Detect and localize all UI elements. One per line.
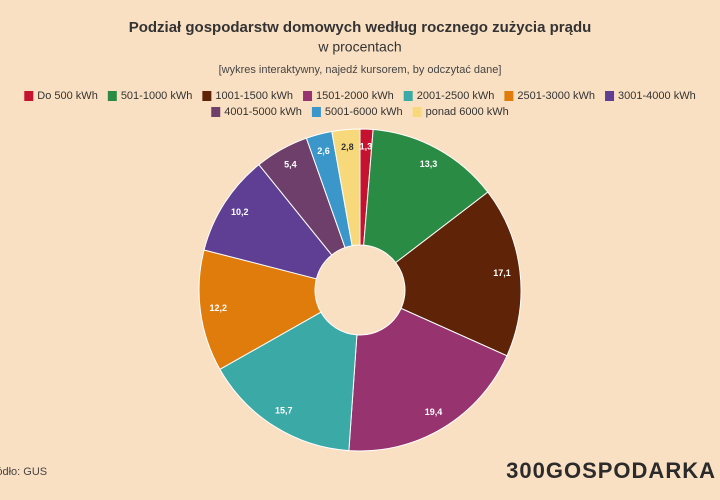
chart-title: Podział gospodarstw domowych według rocz… — [129, 19, 592, 36]
legend-swatch — [211, 107, 221, 117]
legend-swatch — [504, 91, 514, 101]
legend-swatch — [605, 91, 615, 101]
data-label: 17,1 — [493, 268, 511, 278]
data-label: 15,7 — [275, 405, 293, 415]
data-label: 5,4 — [284, 159, 297, 169]
data-label: 13,3 — [420, 159, 438, 169]
legend-swatch — [303, 91, 313, 101]
legend-label: 501-1000 kWh — [121, 90, 193, 102]
legend-swatch — [403, 91, 413, 101]
legend-swatch — [24, 91, 34, 101]
legend-row: 4001-5000 kWh 5001-6000 kWh ponad 6000 kWh — [211, 106, 509, 118]
data-label: 10,2 — [231, 207, 249, 217]
data-label: 1,3 — [360, 141, 373, 151]
source: Źródło: GUS — [0, 465, 47, 478]
legend-swatch — [412, 107, 422, 117]
legend-swatch — [311, 107, 321, 117]
legend-label: Do 500 kWh — [37, 90, 98, 102]
slice — [395, 191, 522, 357]
chart-subtitle: w procentach — [317, 39, 401, 55]
logo: 300GOSPODARKA — [506, 458, 716, 483]
legend-label: 3001-4000 kWh — [618, 90, 696, 102]
legend-label: 4001-5000 kWh — [224, 106, 302, 118]
legend-label: 2501-3000 kWh — [517, 90, 595, 102]
legend-swatch — [107, 91, 117, 101]
data-label: 19,4 — [425, 407, 443, 417]
slice — [348, 307, 508, 452]
legend-label: 5001-6000 kWh — [325, 106, 403, 118]
slice — [363, 128, 489, 264]
data-label: 2,6 — [317, 146, 330, 156]
legend-swatch — [202, 91, 212, 101]
slice — [219, 311, 358, 452]
data-label: 2,8 — [341, 142, 354, 152]
legend-label: 1501-2000 kWh — [316, 90, 394, 102]
slice — [198, 249, 322, 371]
slice — [331, 128, 361, 247]
data-label: 12,2 — [209, 303, 227, 313]
legend-label: ponad 6000 kWh — [426, 106, 509, 118]
legend-label: 2001-2500 kWh — [417, 90, 495, 102]
legend-label: 1001-1500 kWh — [215, 90, 293, 102]
legend-row: Do 500 kWh 501-1000 kWh 1001-1500 kWh 1501-… — [24, 90, 696, 102]
chart-note: [wykres interaktywny, najedź kursorem, b… — [219, 64, 502, 76]
